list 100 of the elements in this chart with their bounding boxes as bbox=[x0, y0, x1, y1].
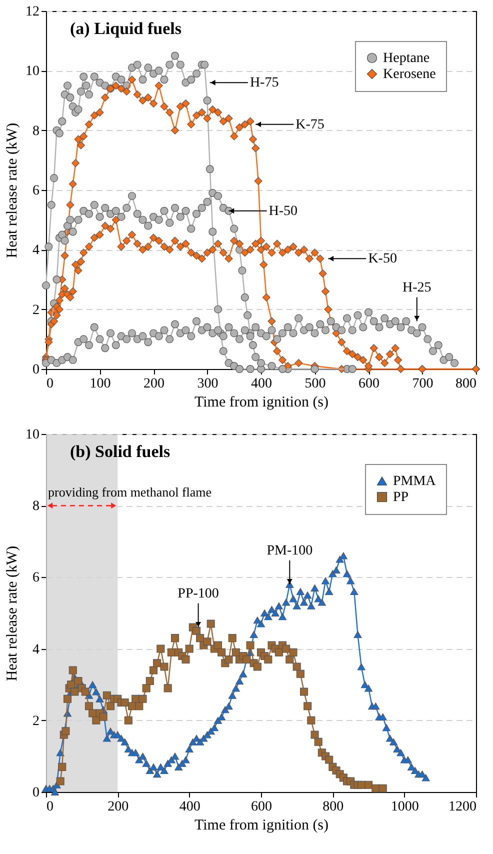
y-tick-label: 2 bbox=[32, 714, 40, 729]
point bbox=[192, 210, 201, 218]
y-tick-label: 0 bbox=[32, 786, 40, 800]
point bbox=[198, 204, 206, 212]
point bbox=[248, 341, 257, 350]
point bbox=[44, 242, 53, 251]
point bbox=[166, 218, 174, 227]
point bbox=[187, 76, 196, 84]
point bbox=[138, 216, 147, 224]
point bbox=[133, 60, 142, 69]
point bbox=[187, 224, 196, 233]
annotation: H-25 bbox=[402, 280, 432, 296]
point bbox=[144, 222, 152, 230]
point bbox=[68, 228, 77, 236]
point bbox=[128, 192, 136, 200]
x-tick-label: 1000 bbox=[390, 800, 419, 814]
x-tick-label: 200 bbox=[144, 376, 164, 392]
chart-title: (a) Liquid fuels bbox=[70, 19, 182, 38]
band-label: providing from methanol flame bbox=[48, 484, 212, 500]
point bbox=[268, 362, 276, 370]
x-axis-title: Time from ignition (s) bbox=[194, 394, 329, 410]
x-tick-label: 0 bbox=[46, 376, 54, 392]
x-tick-label: 100 bbox=[90, 376, 111, 392]
point bbox=[176, 212, 184, 221]
point bbox=[66, 216, 74, 224]
point bbox=[90, 200, 98, 209]
point bbox=[55, 129, 64, 138]
point bbox=[66, 94, 74, 102]
point bbox=[154, 216, 163, 224]
y-tick-label: 4 bbox=[32, 243, 40, 258]
point bbox=[82, 82, 90, 90]
point bbox=[144, 64, 152, 72]
point bbox=[278, 365, 287, 373]
annotation: K-50 bbox=[368, 252, 397, 267]
point bbox=[203, 198, 212, 206]
y-tick-label: 0 bbox=[32, 362, 40, 378]
point bbox=[101, 204, 110, 212]
point bbox=[112, 206, 120, 215]
y-tick-label: 8 bbox=[32, 124, 40, 139]
x-tick-label: 300 bbox=[197, 376, 218, 392]
point bbox=[256, 359, 266, 368]
legend-label: PP bbox=[393, 490, 409, 505]
point bbox=[50, 174, 58, 182]
point bbox=[42, 281, 50, 290]
legend-label: Kerosene bbox=[383, 67, 436, 82]
point bbox=[117, 212, 126, 221]
x-tick-label: 200 bbox=[108, 800, 129, 814]
x-tick-label: 1200 bbox=[448, 800, 476, 814]
x-tick-label: 800 bbox=[456, 376, 476, 392]
y-tick-label: 2 bbox=[32, 302, 40, 318]
point bbox=[76, 88, 85, 96]
y-tick-label: 8 bbox=[32, 499, 40, 514]
point bbox=[246, 365, 254, 373]
x-tick-label: 800 bbox=[322, 800, 344, 814]
point bbox=[122, 204, 131, 212]
x-tick-label: 0 bbox=[46, 800, 54, 814]
annotation: K-75 bbox=[296, 117, 324, 132]
point bbox=[203, 96, 212, 104]
point bbox=[138, 76, 147, 84]
point bbox=[47, 200, 56, 209]
point bbox=[252, 353, 260, 362]
annotation: PM-100 bbox=[266, 543, 313, 558]
point bbox=[166, 60, 174, 69]
annotation: H-50 bbox=[268, 204, 298, 219]
point bbox=[58, 230, 66, 239]
point bbox=[192, 70, 201, 78]
x-tick-label: 700 bbox=[412, 376, 434, 392]
annotation: H-75 bbox=[250, 76, 279, 91]
point bbox=[117, 76, 126, 84]
x-tick-label: 600 bbox=[251, 800, 272, 814]
point bbox=[244, 311, 252, 320]
y-tick-label: 6 bbox=[32, 184, 40, 198]
y-tick-label: 12 bbox=[26, 4, 40, 20]
point bbox=[160, 206, 168, 215]
point bbox=[154, 66, 163, 75]
point bbox=[160, 76, 168, 84]
x-tick-label: 500 bbox=[304, 376, 326, 392]
y-tick-label: 10 bbox=[26, 428, 40, 442]
point bbox=[238, 266, 246, 275]
x-axis-title: Time from ignition (s) bbox=[194, 818, 329, 834]
point bbox=[214, 305, 222, 314]
point bbox=[170, 204, 180, 212]
point bbox=[52, 276, 61, 284]
point bbox=[84, 90, 94, 99]
point bbox=[348, 365, 356, 373]
x-tick-label: 400 bbox=[179, 800, 200, 814]
point bbox=[96, 212, 104, 221]
x-tick-label: 600 bbox=[358, 376, 380, 392]
point bbox=[74, 105, 82, 114]
point bbox=[230, 224, 238, 233]
annotation: PP-100 bbox=[178, 586, 219, 602]
point bbox=[63, 222, 72, 230]
point bbox=[133, 210, 142, 218]
point bbox=[219, 347, 228, 356]
point bbox=[90, 72, 98, 81]
point bbox=[214, 192, 222, 200]
y-axis-title: Heat release rate (kW) bbox=[4, 122, 20, 258]
x-tick-label: 400 bbox=[251, 376, 272, 392]
point bbox=[84, 210, 94, 218]
point bbox=[60, 236, 69, 245]
